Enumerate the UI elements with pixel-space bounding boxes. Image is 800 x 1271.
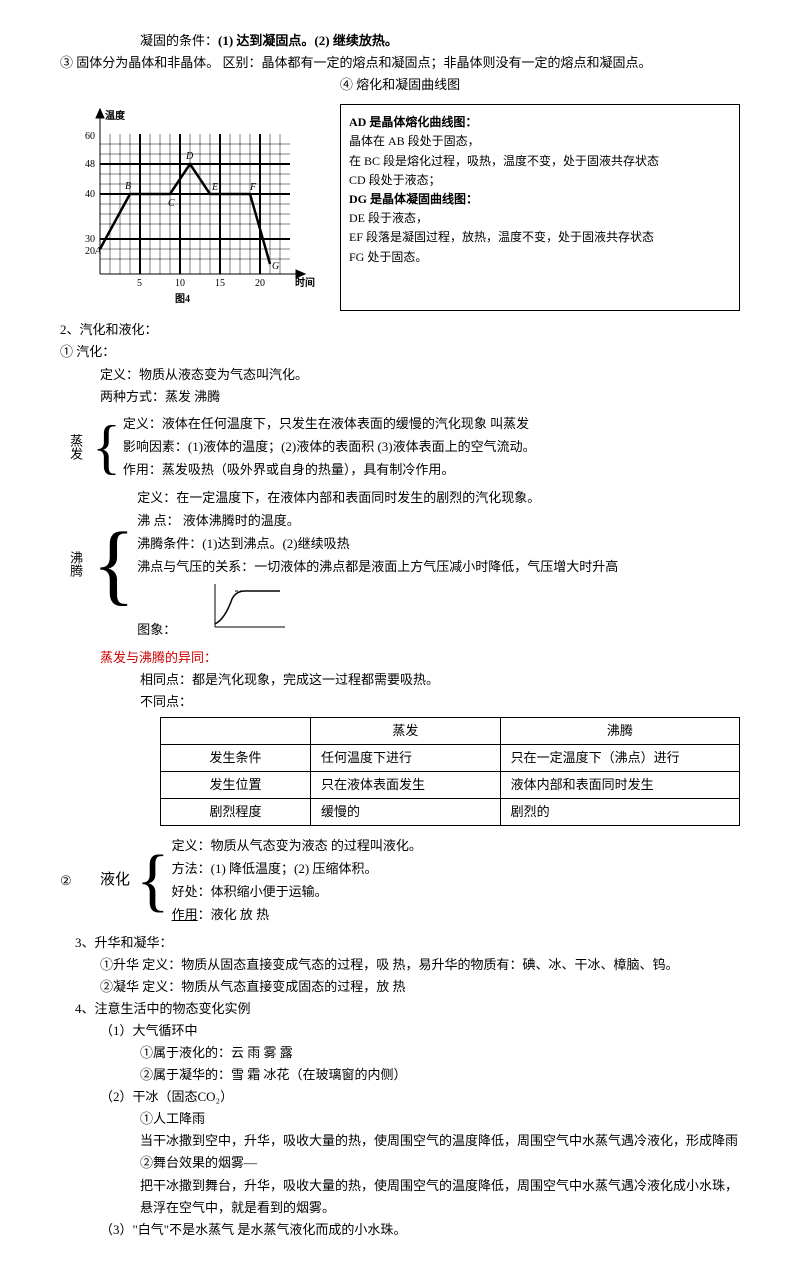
s4-b4: 把干冰撒到舞台，升华，吸收大量的热，使周围空气的温度降低，周围空气中水蒸气遇冷液… [140,1175,740,1219]
svg-text:20: 20 [85,246,95,257]
svg-text:E: E [211,182,218,193]
s4-b2: 当干冰撒到空中，升华，吸收大量的热，使周围空气的温度降低，周围空气中水蒸气遇冷液… [140,1130,740,1152]
diff-head: 蒸发与沸腾的异同： [100,647,740,669]
s4-a: （1）大气循环中 [100,1020,740,1042]
svg-text:G: G [272,261,279,272]
s2-a: ① 汽化： [60,341,740,363]
diff-ne: 不同点： [140,691,740,713]
table-row: 发生位置只在液体表面发生液体内部和表面同时发生 [161,771,740,798]
s4-a1: ①属于液化的：云 雨 雾 露 [140,1042,740,1064]
s3-h: 3、升华和凝华： [75,932,740,954]
boil-block: 沸腾{ 定义：在一定温度下，在液体内部和表面同时发生的剧烈的汽化现象。沸 点： … [60,486,740,642]
melting-chart: ABCDEFG 2030404860 5101520 温度时间 图4 [60,104,320,311]
s4-b1: ①人工降雨 [140,1108,740,1130]
s4-h: 4、注意生活中的物态变化实例 [75,998,740,1020]
svg-text:A: A [94,246,102,257]
line-curve-title: ④ 熔化和凝固曲线图 [60,74,740,96]
s4-c: （3）"白气"不是水蒸气 是水蒸气液化而成的小水珠。 [100,1219,740,1241]
svg-text:10: 10 [175,278,185,289]
s4-a2: ②属于凝华的：雪 霜 冰花（在玻璃窗的内侧） [140,1064,740,1086]
line-solid: ③ 固体分为晶体和非晶体。 区别：晶体都有一定的熔点和凝固点；非晶体则没有一定的… [60,52,740,74]
svg-text:时间: 时间 [295,276,315,289]
svg-text:图4: 图4 [175,293,190,304]
boil-curve-icon [200,579,290,634]
s2-def: 定义：物质从液态变为气态叫汽化。 [100,364,740,386]
s2-head: 2、汽化和液化： [60,319,740,341]
s3-a: ①升华 定义：物质从固态直接变成气态的过程，吸 热，易升华的物质有：碘、冰、干冰… [100,954,740,976]
svg-text:20: 20 [255,278,265,289]
svg-text:B: B [125,181,131,192]
diff-table: 蒸发沸腾 发生条件任何温度下进行只在一定温度下（沸点）进行 发生位置只在液体表面… [160,717,740,826]
cond-line: 凝固的条件：(1) 达到凝固点。(2) 继续放热。 [140,30,740,52]
s2-two: 两种方式：蒸发 沸腾 [100,386,740,408]
s4-b3: ②舞台效果的烟雾— [140,1152,740,1174]
svg-text:D: D [185,151,194,162]
diff-same: 相同点：都是汽化现象，完成这一过程都需要吸热。 [140,669,740,691]
svg-text:30: 30 [85,234,95,245]
svg-text:F: F [249,182,257,193]
svg-text:C: C [168,198,175,209]
svg-text:5: 5 [137,278,142,289]
evap-block: 蒸发{ 定义：液体在任何温度下，只发生在液体表面的缓慢的汽化现象 叫蒸发影响因素… [60,412,740,482]
svg-text:48: 48 [85,159,95,170]
table-row: 发生条件任何温度下进行只在一定温度下（沸点）进行 [161,744,740,771]
s3-b: ②凝华 定义：物质从气态直接变成固态的过程，放 热 [100,976,740,998]
table-row: 剧烈程度缓慢的剧烈的 [161,799,740,826]
s4-b: （2）干冰（固态CO₂） [100,1086,740,1108]
svg-text:60: 60 [85,131,95,142]
svg-text:40: 40 [85,189,95,200]
curve-info-box: AD 是晶体熔化曲线图： 晶体在 AB 段处于固态，在 BC 段是熔化过程，吸热… [340,104,740,311]
svg-text:温度: 温度 [105,109,126,122]
liq-block: ② 液化{ 定义：物质从气态变为液态 的过程叫液化。方法：(1) 降低温度；(2… [60,834,740,927]
svg-text:15: 15 [215,278,225,289]
